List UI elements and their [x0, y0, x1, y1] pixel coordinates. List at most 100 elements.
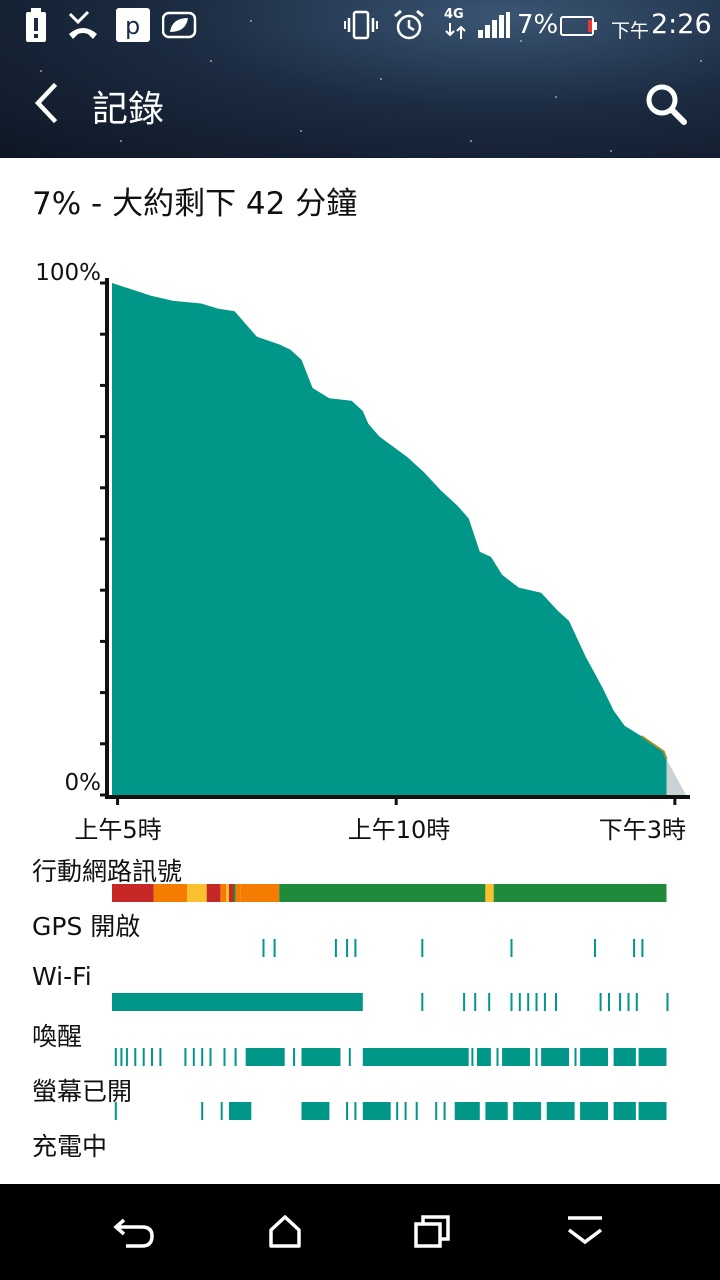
- x-axis-label: 上午10時: [348, 816, 451, 844]
- gps-label: GPS 開啟: [32, 912, 141, 941]
- wifi-tick: [535, 993, 538, 1011]
- wifi-tick: [421, 993, 424, 1011]
- signal-segment: [226, 884, 229, 902]
- signal-segment: [229, 884, 234, 902]
- chart-plot: [112, 283, 686, 795]
- signal-bars-icon: [478, 12, 510, 38]
- battery-tail-line: [640, 735, 668, 760]
- awake-tick: [192, 1048, 195, 1066]
- screen-tick: [114, 1102, 117, 1120]
- search-button[interactable]: [640, 78, 694, 132]
- page-title: 記錄: [92, 89, 165, 130]
- status-bar: p 4G: [0, 0, 720, 52]
- wifi-tick: [608, 993, 610, 1011]
- time-prefix-text: 下午: [611, 20, 650, 42]
- mobile-signal-label: 行動網路訊號: [32, 857, 183, 886]
- battery-projection-area: [666, 759, 686, 795]
- signal-segment: [279, 884, 302, 902]
- mobile-signal-bar: [112, 884, 667, 902]
- awake-bar: [114, 1048, 667, 1066]
- screen-tick: [443, 1102, 446, 1120]
- signal-segment: [240, 884, 280, 902]
- gps-tick: [510, 939, 513, 957]
- awake-tick: [209, 1048, 212, 1066]
- missed-call-icon: [68, 10, 97, 39]
- battery-icon: [560, 16, 597, 36]
- screen-tick: [346, 1102, 349, 1120]
- wifi-tick: [619, 993, 622, 1011]
- back-button[interactable]: [22, 78, 72, 128]
- screen-tick: [354, 1102, 357, 1120]
- wifi-bar: [112, 993, 669, 1011]
- recents-nav-icon: [414, 1215, 450, 1248]
- screen-block: [546, 1102, 575, 1120]
- nav-menu-button[interactable]: [556, 1204, 616, 1260]
- gps-bar: [262, 939, 644, 957]
- wifi-tick: [510, 993, 513, 1011]
- wifi-tick: [518, 993, 521, 1011]
- screen-block: [613, 1102, 636, 1120]
- awake-block: [580, 1048, 608, 1066]
- screen-block: [638, 1102, 667, 1120]
- screen-block: [513, 1102, 542, 1120]
- awake-tick: [120, 1048, 123, 1066]
- search-icon: [646, 84, 687, 125]
- awake-block: [301, 1048, 341, 1066]
- awake-tick: [201, 1048, 204, 1066]
- awake-block: [477, 1048, 491, 1066]
- screen-block: [580, 1102, 608, 1120]
- gps-tick: [641, 939, 644, 957]
- gps-tick: [633, 939, 636, 957]
- gps-tick: [346, 939, 349, 957]
- signal-segment: [233, 884, 236, 902]
- awake-block: [613, 1048, 636, 1066]
- wifi-tick: [635, 993, 638, 1011]
- nav-back-button[interactable]: [106, 1204, 166, 1260]
- awake-tick: [114, 1048, 117, 1066]
- wifi-tick: [463, 993, 466, 1011]
- menu-down-nav-icon: [567, 1216, 603, 1245]
- awake-tick: [159, 1048, 162, 1066]
- home-nav-icon: [269, 1215, 301, 1248]
- signal-segment: [301, 884, 486, 902]
- battery-percent-text: 7%: [517, 10, 559, 40]
- awake-tick: [142, 1048, 145, 1066]
- y-axis-bottom-label: 0%: [65, 770, 102, 796]
- nav-home-button[interactable]: [256, 1204, 316, 1260]
- screen-tick: [404, 1102, 407, 1120]
- awake-block: [245, 1048, 285, 1066]
- wifi-tick: [555, 993, 557, 1011]
- back-arrow-icon: [34, 82, 58, 124]
- nav-recents-button[interactable]: [404, 1204, 464, 1260]
- awake-label: 喚醒: [32, 1022, 83, 1051]
- battery-summary-text: 7% - 大約剩下 42 分鐘: [32, 186, 358, 222]
- screen-tick: [201, 1102, 204, 1120]
- signal-segment: [187, 884, 207, 902]
- signal-segment: [220, 884, 227, 902]
- wifi-tick: [599, 993, 602, 1011]
- clock-time-text: 2:26: [651, 9, 712, 40]
- awake-block: [362, 1048, 469, 1066]
- awake-tick: [496, 1048, 499, 1066]
- app-bar: 記錄: [0, 52, 720, 158]
- awake-tick: [125, 1048, 128, 1066]
- awake-block: [638, 1048, 667, 1066]
- gps-tick: [334, 939, 337, 957]
- wifi-label: Wi-Fi: [32, 962, 92, 991]
- awake-tick: [151, 1048, 153, 1066]
- battery-history-chart: 100% 0% 上午5時 上午10時 下午3時: [35, 260, 690, 844]
- awake-tick: [574, 1048, 577, 1066]
- gps-tick: [273, 939, 276, 957]
- awake-tick: [471, 1048, 474, 1066]
- awake-tick: [223, 1048, 226, 1066]
- signal-segment: [153, 884, 188, 902]
- signal-segment: [112, 884, 154, 902]
- battery-alert-icon: [26, 8, 46, 42]
- signal-segment: [206, 884, 221, 902]
- vibrate-icon: [344, 10, 378, 40]
- awake-tick: [234, 1048, 237, 1066]
- gps-tick: [354, 939, 357, 957]
- usage-timeline-rows: [112, 884, 669, 1120]
- wifi-tick: [527, 993, 530, 1011]
- screen-block: [229, 1102, 252, 1120]
